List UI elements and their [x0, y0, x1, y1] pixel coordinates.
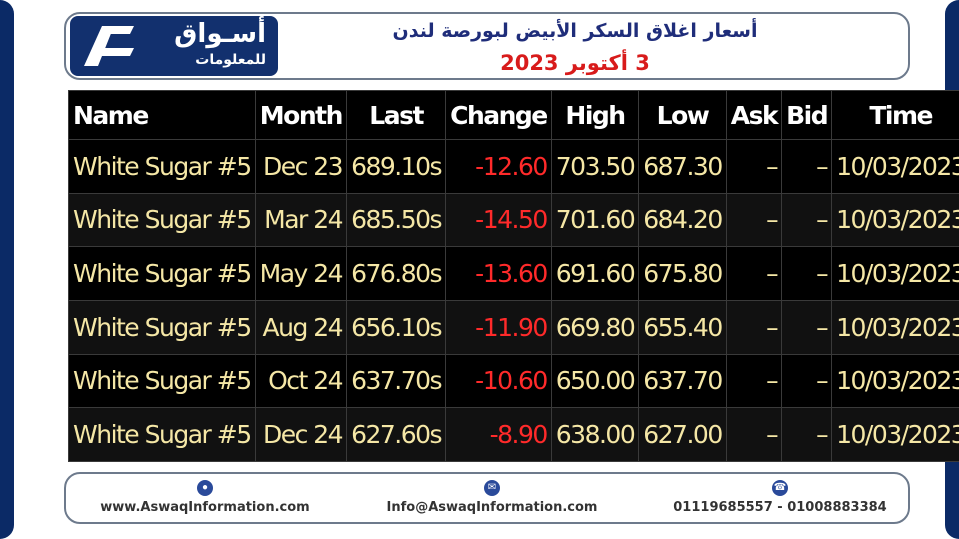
cell-low: 687.30 — [638, 139, 727, 194]
cell-high: 650.00 — [550, 353, 640, 409]
cell-ask: – — [725, 139, 783, 194]
cell-time: 10/03/2023 — [831, 299, 959, 355]
cell-bid: – — [781, 299, 833, 355]
email-link[interactable]: Info@AswaqInformation.com — [386, 500, 598, 515]
cell-ask: – — [725, 192, 783, 248]
cell-high: 638.00 — [550, 407, 640, 462]
cell-change: -8.90 — [445, 407, 552, 462]
cell-ask: – — [725, 353, 783, 409]
brand-name: أسـواق — [174, 19, 266, 49]
cell-month: Dec 23 — [254, 139, 348, 194]
cell-low: 627.00 — [638, 407, 727, 462]
table-row: White Sugar #5 May 24 676.80s -13.60 691… — [68, 246, 959, 301]
cell-last: 689.10s — [346, 139, 447, 194]
cell-bid: – — [781, 407, 833, 462]
cell-last: 676.80s — [346, 246, 447, 301]
website-contact[interactable]: ● www.AswaqInformation.com — [80, 474, 330, 516]
column-header-ask: Ask — [725, 90, 783, 140]
cell-time: 10/03/2023 — [831, 407, 959, 462]
cell-low: 684.20 — [638, 192, 727, 248]
column-header-last: Last — [346, 90, 447, 140]
table-row: White Sugar #5 Dec 24 627.60s -8.90 638.… — [68, 407, 959, 462]
cell-bid: – — [781, 246, 833, 301]
cell-ask: – — [725, 246, 783, 301]
cell-low: 637.70 — [638, 353, 727, 409]
cell-name: White Sugar #5 — [68, 246, 256, 301]
table-row: White Sugar #5 Oct 24 637.70s -10.60 650… — [68, 353, 959, 409]
cell-month: Oct 24 — [254, 353, 348, 409]
cell-bid: – — [781, 139, 833, 194]
phone-contact[interactable]: ☎ 01119685557 - 01008883384 — [656, 474, 904, 516]
cell-change: -11.90 — [445, 299, 552, 355]
cell-change: -12.60 — [445, 139, 552, 194]
website-link[interactable]: www.AswaqInformation.com — [100, 500, 310, 515]
left-border-accent — [0, 0, 14, 539]
cell-low: 655.40 — [638, 299, 727, 355]
cell-change: -13.60 — [445, 246, 552, 301]
cell-name: White Sugar #5 — [68, 139, 256, 194]
column-header-name: Name — [68, 90, 256, 140]
cell-name: White Sugar #5 — [68, 407, 256, 462]
report-date: 3 أكتوبر 2023 — [500, 51, 650, 75]
brand-logo: أسـواق للمعلومات — [70, 16, 278, 76]
column-header-month: Month — [254, 90, 348, 140]
table-row: White Sugar #5 Mar 24 685.50s -14.50 701… — [68, 192, 959, 248]
cell-low: 675.80 — [638, 246, 727, 301]
page-title: أسعار اغلاق السكر الأبيض لبورصة لندن — [392, 20, 758, 42]
brand-subtitle: للمعلومات — [195, 52, 266, 68]
cell-change: -14.50 — [445, 192, 552, 248]
cell-high: 691.60 — [550, 246, 640, 301]
mail-icon: ✉ — [484, 480, 500, 496]
price-table: Name Month Last Change High Low Ask Bid … — [68, 90, 959, 462]
phone-icon: ☎ — [772, 480, 788, 496]
cell-month: Aug 24 — [254, 299, 348, 355]
cell-last: 656.10s — [346, 299, 447, 355]
cell-bid: – — [781, 192, 833, 248]
cell-high: 669.80 — [550, 299, 640, 355]
table-row: White Sugar #5 Dec 23 689.10s -12.60 703… — [68, 139, 959, 194]
cell-time: 10/03/2023 — [831, 192, 959, 248]
cell-month: Dec 24 — [254, 407, 348, 462]
cell-time: 10/03/2023 — [831, 246, 959, 301]
column-header-low: Low — [638, 90, 727, 140]
column-header-high: High — [550, 90, 640, 140]
cell-name: White Sugar #5 — [68, 192, 256, 248]
cell-time: 10/03/2023 — [831, 353, 959, 409]
cell-month: May 24 — [254, 246, 348, 301]
cell-last: 627.60s — [346, 407, 447, 462]
cell-last: 637.70s — [346, 353, 447, 409]
table-header-row: Name Month Last Change High Low Ask Bid … — [68, 90, 959, 140]
cell-high: 701.60 — [550, 192, 640, 248]
table-row: White Sugar #5 Aug 24 656.10s -11.90 669… — [68, 299, 959, 355]
cell-name: White Sugar #5 — [68, 299, 256, 355]
cell-last: 685.50s — [346, 192, 447, 248]
cell-change: -10.60 — [445, 353, 552, 409]
cell-high: 703.50 — [550, 139, 640, 194]
email-contact[interactable]: ✉ Info@AswaqInformation.com — [364, 474, 620, 516]
phone-numbers[interactable]: 01119685557 - 01008883384 — [673, 500, 887, 515]
globe-icon: ● — [197, 480, 213, 496]
logo-mark-icon — [84, 26, 134, 66]
column-header-bid: Bid — [781, 90, 833, 140]
cell-time: 10/03/2023 — [831, 139, 959, 194]
cell-month: Mar 24 — [254, 192, 348, 248]
contact-footer: ● www.AswaqInformation.com ✉ Info@AswaqI… — [64, 472, 910, 524]
cell-ask: – — [725, 299, 783, 355]
column-header-time: Time — [831, 90, 959, 140]
cell-ask: – — [725, 407, 783, 462]
column-header-change: Change — [445, 90, 552, 140]
cell-name: White Sugar #5 — [68, 353, 256, 409]
cell-bid: – — [781, 353, 833, 409]
